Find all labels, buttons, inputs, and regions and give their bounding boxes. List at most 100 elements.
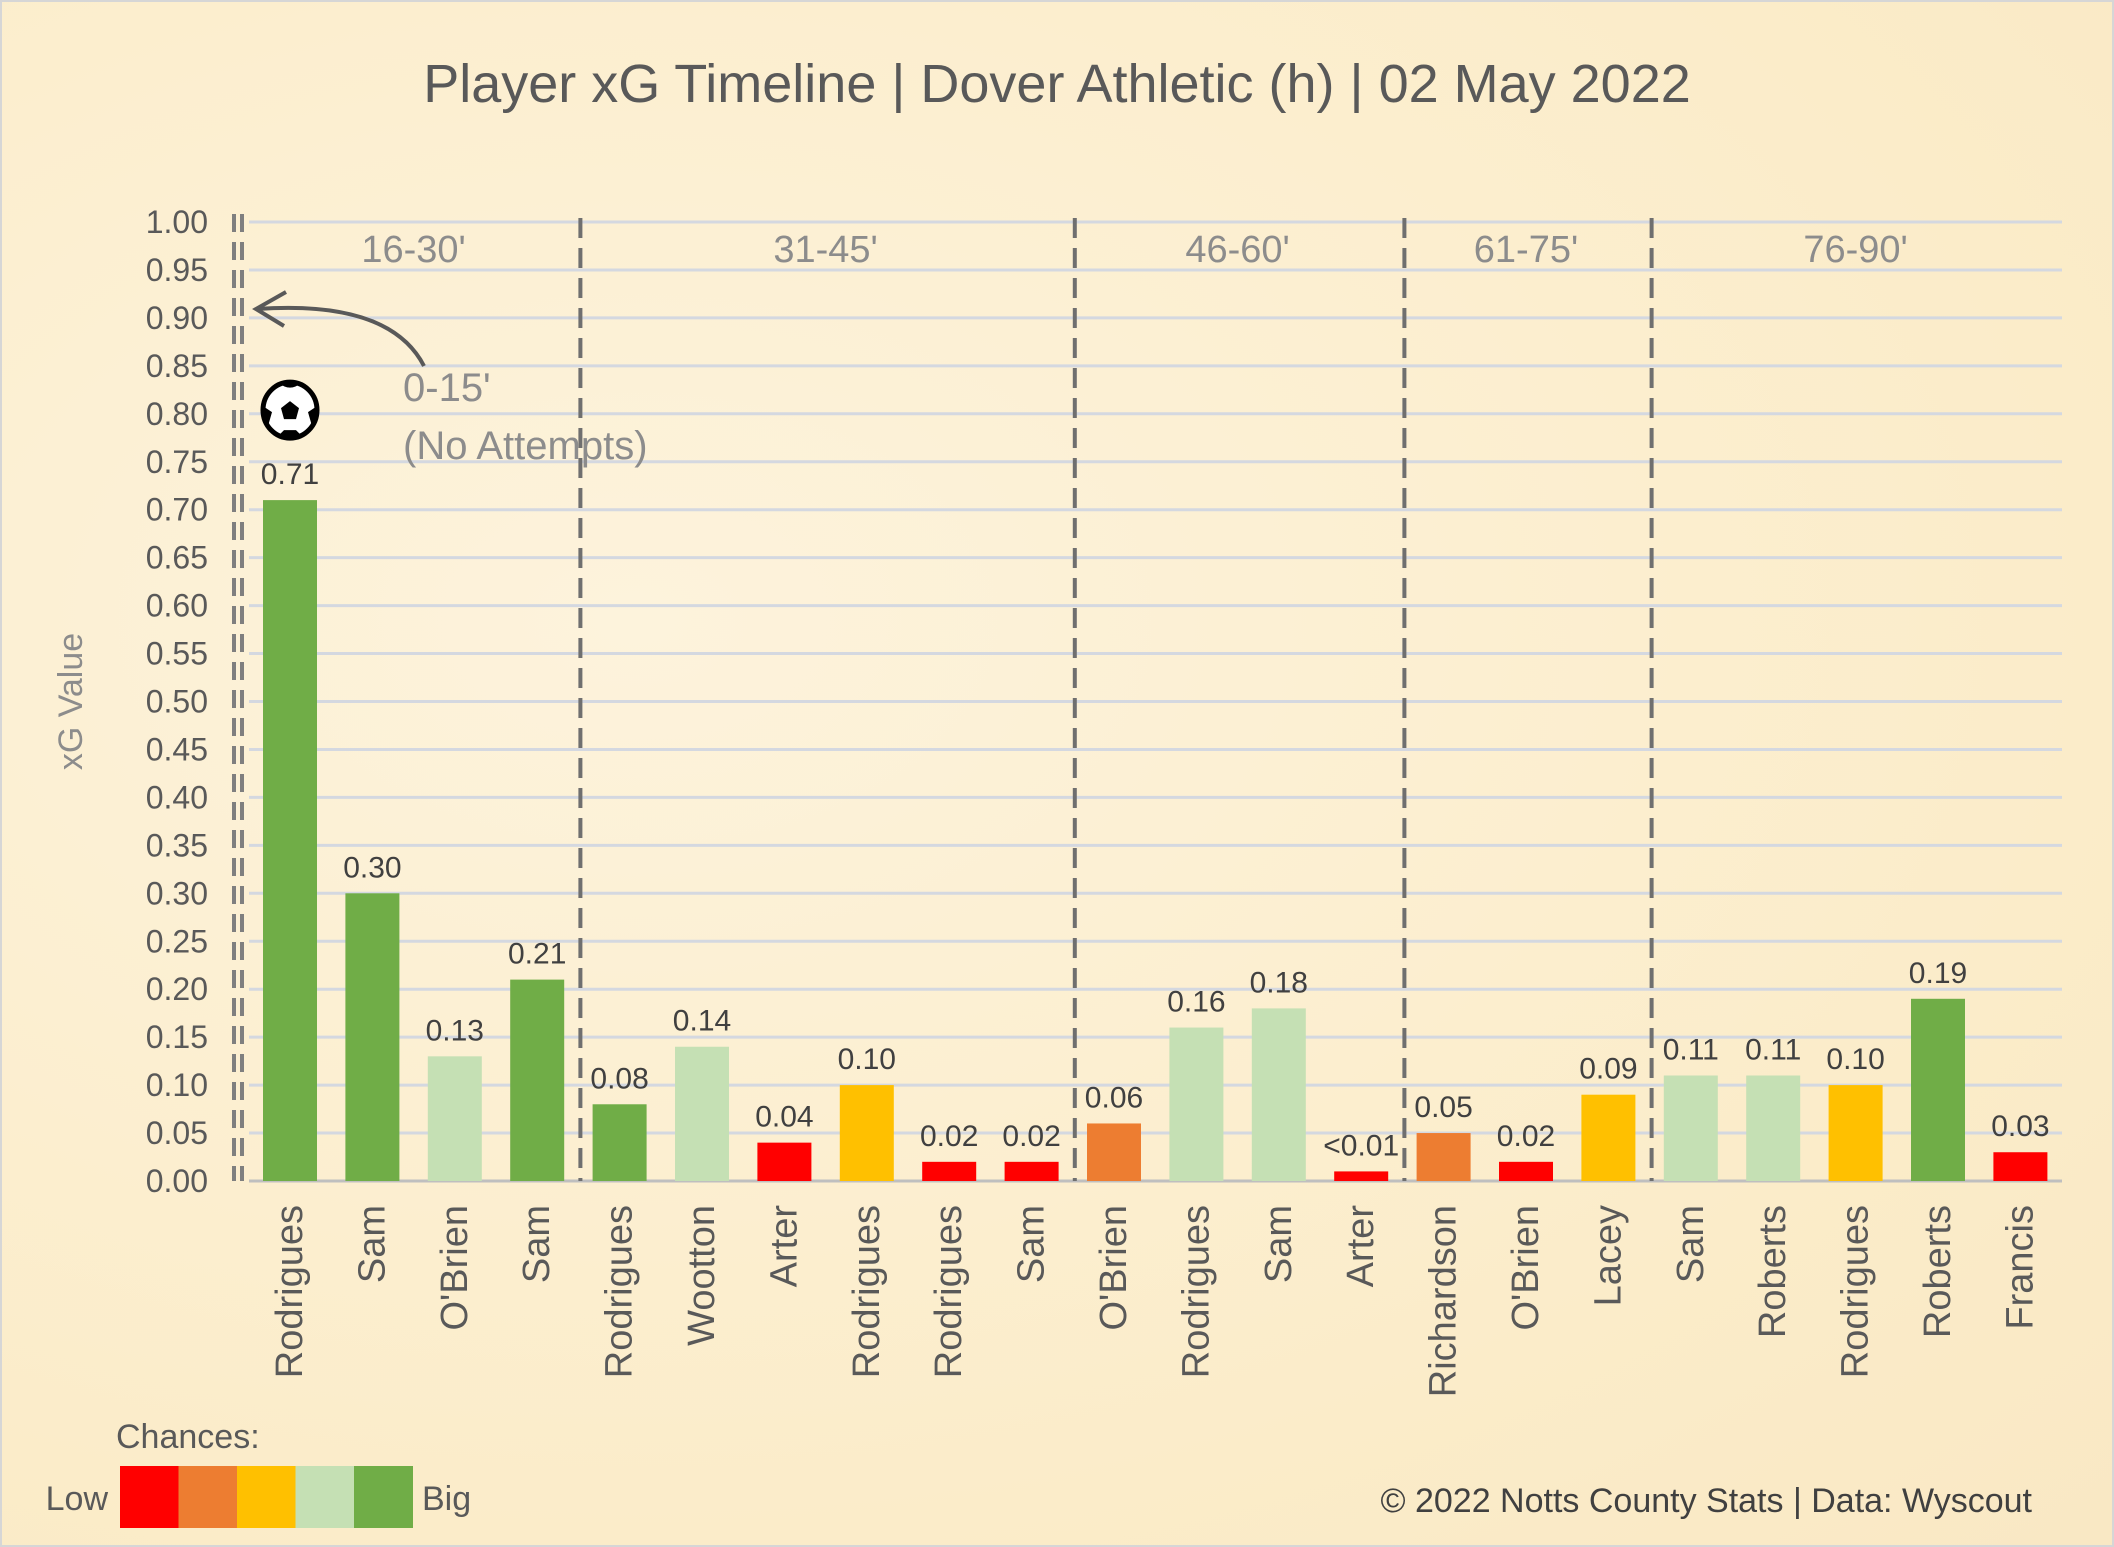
bar [1828, 1085, 1883, 1181]
data-label: <0.01 [1323, 1129, 1399, 1162]
bar [510, 979, 565, 1181]
y-tick-label: 0.70 [146, 492, 208, 528]
bar [1911, 998, 1965, 1181]
data-label: 0.14 [673, 1005, 731, 1038]
y-tick-label: 0.55 [146, 636, 208, 672]
goal-ball-pentagon-icon [281, 401, 299, 420]
y-tick-label: 0.85 [146, 348, 208, 384]
data-label: 0.08 [590, 1062, 648, 1095]
data-label: 0.11 [1745, 1034, 1801, 1067]
data-label: 0.02 [1002, 1120, 1060, 1153]
x-tick-label: Wootton [681, 1205, 723, 1346]
x-tick-label: O'Brien [1093, 1205, 1135, 1331]
data-label: 0.21 [508, 938, 566, 971]
y-tick-label: 0.00 [146, 1163, 208, 1199]
period-label: 76-90' [1803, 229, 1907, 271]
y-tick-label: 0.60 [146, 588, 208, 624]
x-tick-label: Sam [1258, 1205, 1300, 1283]
bar [1499, 1161, 1553, 1181]
x-tick-label: Richardson [1423, 1205, 1465, 1397]
annotation-line1: 0-15' [403, 366, 491, 410]
data-label: 0.13 [426, 1014, 484, 1047]
x-tick-label: Rodrigues [1835, 1205, 1877, 1378]
y-tick-label: 0.15 [146, 1019, 208, 1055]
x-tick-label: Roberts [1752, 1205, 1794, 1338]
bar [1746, 1075, 1801, 1181]
y-tick-label: 0.80 [146, 396, 208, 432]
y-tick-label: 0.65 [146, 540, 208, 576]
bar [345, 893, 400, 1181]
x-tick-label: Rodrigues [928, 1205, 970, 1378]
bar [839, 1085, 894, 1181]
bar [1334, 1171, 1389, 1181]
x-tick-label: Rodrigues [1175, 1205, 1217, 1378]
x-tick-label: O'Brien [1505, 1205, 1547, 1331]
data-label: 0.06 [1085, 1081, 1143, 1114]
x-tick-label: Arter [763, 1205, 805, 1288]
credit-text: © 2022 Notts County Stats | Data: Wyscou… [1380, 1482, 2032, 1520]
data-label: 0.19 [1909, 957, 1967, 990]
x-tick-label: Rodrigues [599, 1205, 641, 1378]
chart-title: Player xG Timeline | Dover Athletic (h) … [423, 54, 1691, 114]
annotation-arrowhead-icon [252, 290, 287, 328]
y-tick-label: 0.05 [146, 1115, 208, 1151]
period-label: 16-30' [361, 229, 465, 271]
legend-swatch [237, 1466, 296, 1528]
data-label: 0.11 [1663, 1034, 1719, 1067]
data-label: 0.10 [838, 1043, 896, 1076]
bar [1169, 1027, 1224, 1181]
data-label: 0.10 [1826, 1043, 1884, 1076]
bar [427, 1056, 482, 1181]
data-label: 0.03 [1991, 1110, 2049, 1143]
y-tick-label: 0.35 [146, 827, 208, 863]
bar [1581, 1094, 1636, 1181]
y-tick-label: 0.30 [146, 875, 208, 911]
y-tick-label: 0.40 [146, 779, 208, 815]
legend-swatch [120, 1466, 179, 1528]
y-tick-label: 0.95 [146, 252, 208, 288]
bar [1993, 1152, 2048, 1181]
y-tick-label: 1.00 [146, 204, 208, 240]
y-tick-label: 0.45 [146, 731, 208, 767]
data-label: 0.02 [920, 1120, 978, 1153]
data-label: 0.71 [261, 458, 319, 491]
x-tick-label: Rodrigues [846, 1205, 888, 1378]
y-tick-label: 0.90 [146, 300, 208, 336]
bar [1251, 1008, 1306, 1181]
data-label: 0.09 [1579, 1053, 1637, 1086]
y-tick-label: 0.20 [146, 971, 208, 1007]
x-tick-label: Rodrigues [269, 1205, 311, 1378]
y-tick-label: 0.10 [146, 1067, 208, 1103]
x-tick-label: Roberts [1917, 1205, 1959, 1338]
bar [592, 1104, 647, 1181]
data-label: 0.18 [1250, 966, 1308, 999]
y-tick-label: 0.75 [146, 444, 208, 480]
x-tick-label: O'Brien [434, 1205, 476, 1331]
data-label: 0.05 [1414, 1091, 1472, 1124]
period-label: 31-45' [773, 229, 877, 271]
x-tick-label: Lacey [1587, 1205, 1629, 1306]
bar [1416, 1133, 1471, 1181]
data-label: 0.04 [755, 1101, 813, 1134]
x-tick-label: Sam [1670, 1205, 1712, 1283]
bar [263, 500, 317, 1181]
bar [757, 1142, 812, 1181]
period-label: 46-60' [1185, 229, 1289, 271]
x-tick-label: Arter [1340, 1205, 1382, 1288]
bar [1087, 1123, 1141, 1181]
data-label: 0.30 [343, 851, 401, 884]
legend-title: Chances: [116, 1418, 260, 1456]
bar [1663, 1075, 1718, 1181]
data-label: 0.16 [1167, 986, 1225, 1019]
y-tick-label: 0.50 [146, 684, 208, 720]
y-tick-label: 0.25 [146, 923, 208, 959]
legend-swatch [178, 1466, 238, 1528]
bar [1004, 1161, 1059, 1181]
annotation-line2: (No Attempts) [403, 424, 648, 468]
data-label: 0.02 [1497, 1120, 1555, 1153]
legend-swatch [295, 1466, 355, 1528]
bar [922, 1161, 977, 1181]
x-tick-label: Sam [516, 1205, 558, 1283]
legend-high-label: Big [422, 1480, 471, 1518]
